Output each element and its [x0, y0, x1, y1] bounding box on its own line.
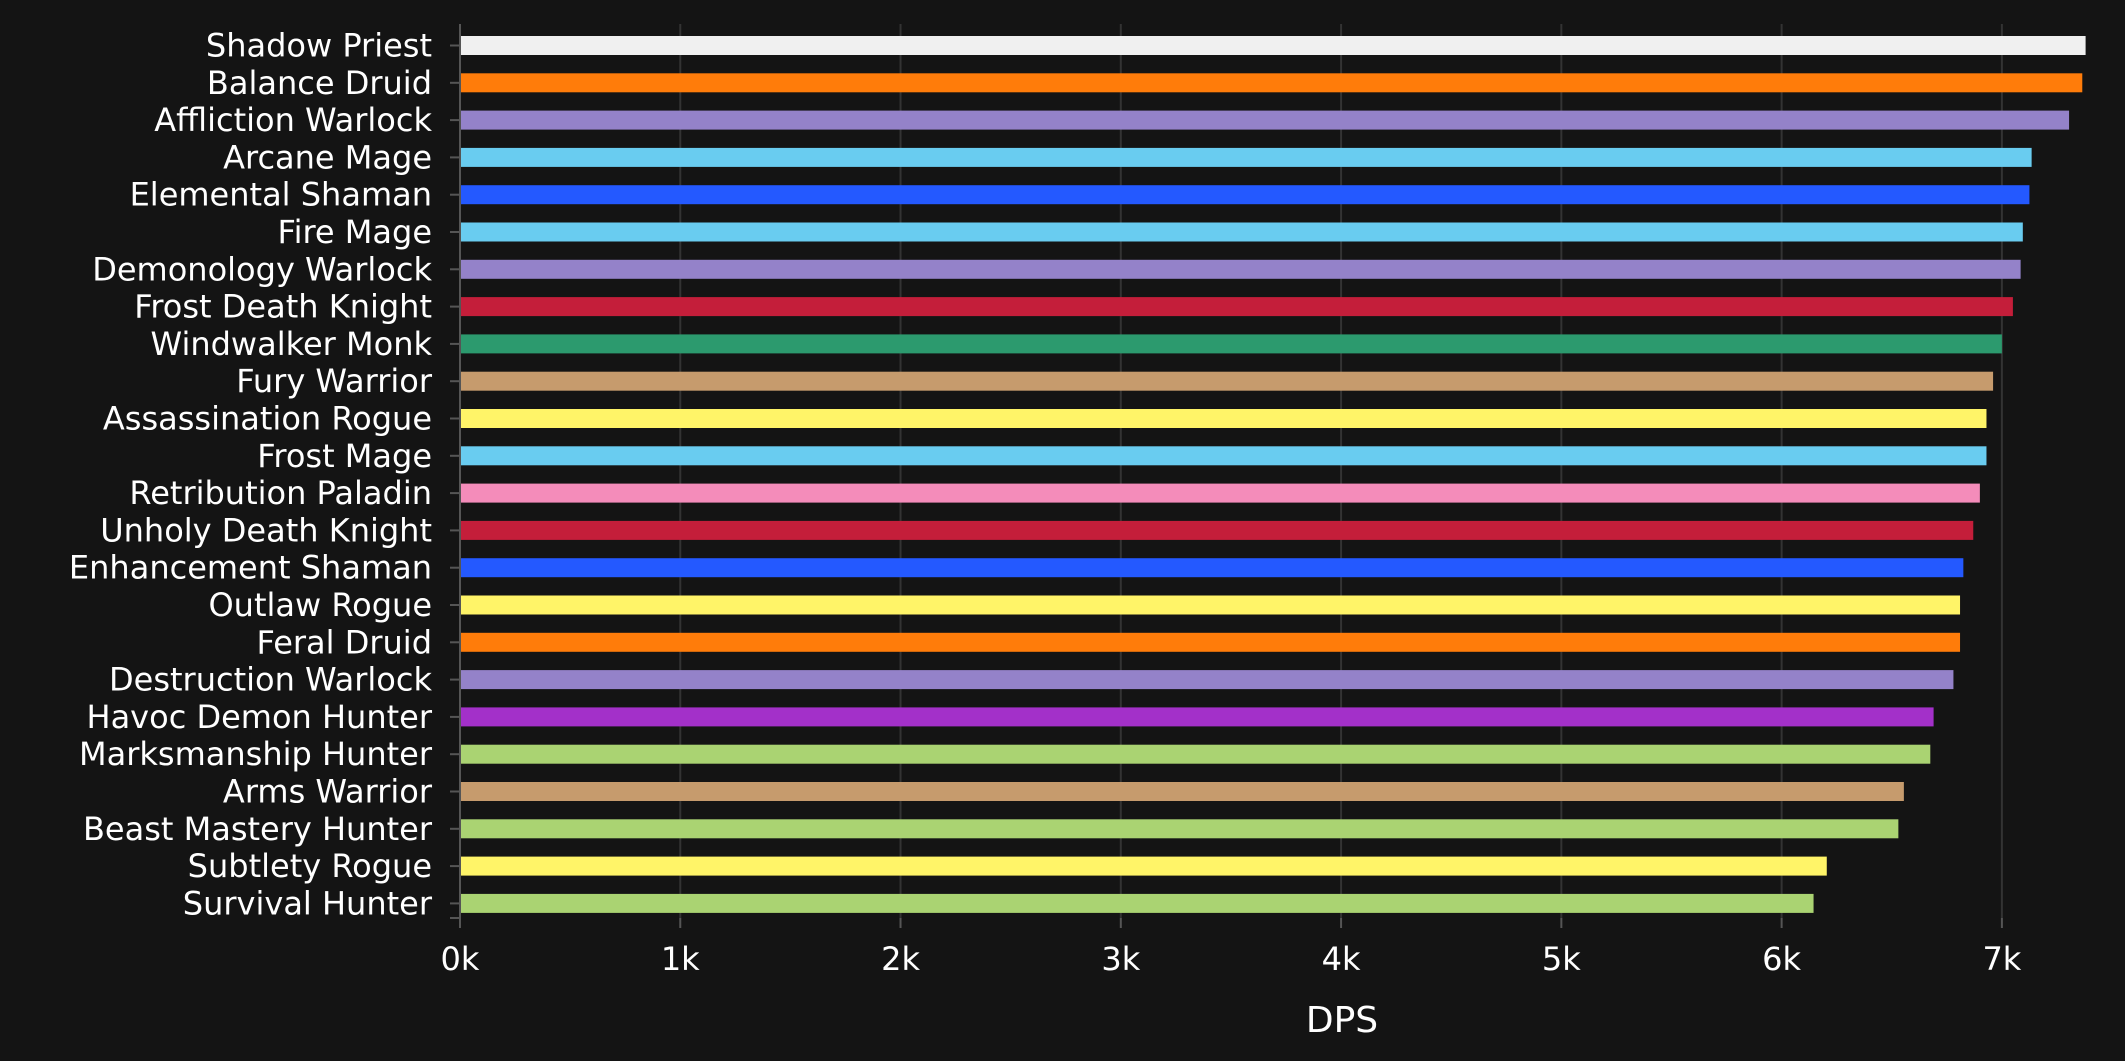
bar: [461, 36, 2086, 55]
x-axis-title: DPS: [1306, 1000, 1378, 1041]
category-label: Enhancement Shaman: [69, 549, 432, 587]
bar: [461, 744, 1931, 764]
category-label: Fury Warrior: [236, 362, 433, 400]
category-label: Demonology Warlock: [92, 250, 432, 288]
bar: [461, 259, 2021, 279]
x-tick-labels: 0k 1k 2k 3k 4k 5k 6k 7k: [441, 940, 2022, 978]
category-label: Destruction Warlock: [109, 661, 432, 699]
bar: [461, 893, 1814, 913]
category-label: Balance Druid: [207, 64, 432, 102]
bar: [461, 632, 1961, 652]
category-label: Frost Mage: [257, 437, 432, 475]
x-tick-label: 6k: [1762, 940, 1801, 978]
x-tick-label: 4k: [1322, 940, 1361, 978]
bar: [461, 73, 2083, 93]
category-label: Fire Mage: [278, 213, 433, 251]
bar: [461, 483, 1980, 503]
category-label: Retribution Paladin: [129, 474, 432, 512]
bar: [461, 222, 2023, 242]
x-tick-label: 5k: [1542, 940, 1581, 978]
bar: [461, 371, 1994, 391]
bar: [461, 558, 1964, 578]
bar: [461, 856, 1827, 876]
category-label: Arcane Mage: [223, 138, 432, 176]
bar: [461, 670, 1954, 690]
grid-lines: [679, 24, 2003, 918]
category-label: Shadow Priest: [206, 27, 432, 65]
bar: [461, 185, 2030, 205]
category-label: Survival Hunter: [183, 884, 433, 922]
category-label: Marksmanship Hunter: [79, 735, 433, 773]
bars: [461, 36, 2086, 913]
category-label: Beast Mastery Hunter: [83, 810, 433, 848]
category-label: Affliction Warlock: [154, 101, 432, 139]
bar: [461, 147, 2032, 167]
axes: [450, 24, 2003, 928]
category-label: Feral Druid: [257, 623, 432, 661]
bar: [461, 297, 2013, 317]
bar: [461, 782, 1904, 801]
bar: [461, 409, 1987, 428]
category-label: Unholy Death Knight: [100, 511, 432, 549]
category-label: Assassination Rogue: [103, 400, 432, 438]
category-label: Havoc Demon Hunter: [87, 698, 433, 736]
x-tick-label: 0k: [441, 940, 480, 978]
bar: [461, 446, 1987, 466]
x-tick-label: 1k: [661, 940, 700, 978]
bar: [461, 520, 1974, 540]
x-tick-label: 2k: [881, 940, 920, 978]
category-label: Frost Death Knight: [134, 288, 432, 326]
x-tick-label: 7k: [1982, 940, 2021, 978]
bar: [461, 595, 1961, 615]
bar: [461, 110, 2070, 130]
category-label: Outlaw Rogue: [208, 586, 432, 624]
category-label: Subtlety Rogue: [188, 847, 432, 885]
category-label: Arms Warrior: [223, 773, 433, 811]
bar: [461, 334, 2002, 354]
category-label: Windwalker Monk: [151, 325, 433, 363]
category-label: Elemental Shaman: [130, 176, 432, 214]
x-tick-label: 3k: [1101, 940, 1140, 978]
bar: [461, 819, 1899, 839]
bar: [461, 707, 1934, 727]
